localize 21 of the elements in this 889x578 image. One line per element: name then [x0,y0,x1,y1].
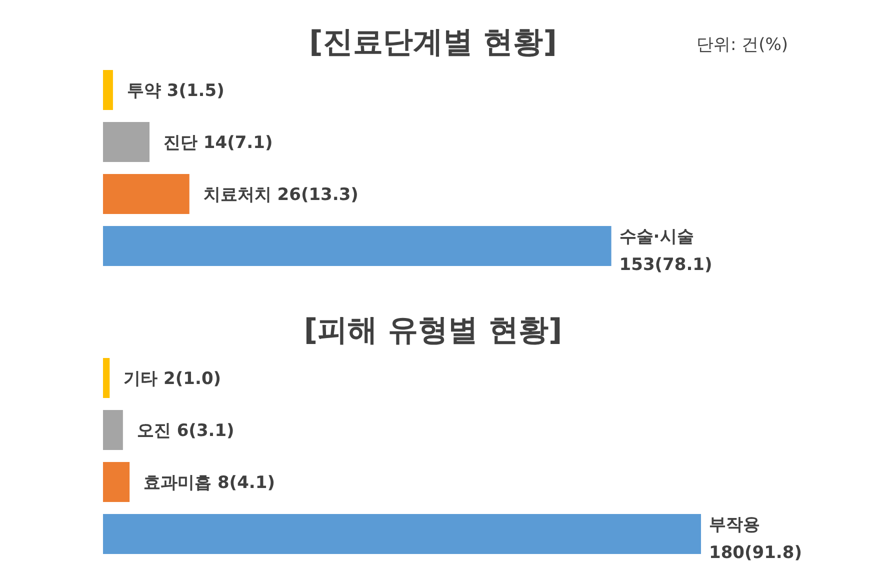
y-tick-label: 부작용 [709,515,760,535]
bar [103,462,130,502]
category-label: 효과미흡 8(4.1) [144,473,275,493]
bar [103,410,123,450]
y-tick-label: 수술·시술 [619,227,694,247]
category-label: 오진 6(3.1) [136,421,234,441]
bar [103,514,701,554]
bar [103,122,150,162]
bar [103,226,612,266]
category-label: 기타 2(1.0) [124,369,222,389]
bar [103,358,110,398]
text: 단위: 건(%) [696,35,788,55]
category-label: 진단 14(7.1) [164,133,273,153]
category-label: 투약 3(1.5) [126,81,224,101]
chart-title: [진료단계별 현황] [309,25,557,60]
bar [103,174,190,214]
data-label: 180(91.8) [709,543,802,563]
data-label: 153(78.1) [619,255,712,275]
category-label: 치료처치 26(13.3) [203,185,358,205]
bar [103,70,113,110]
chart-title: [피해 유형별 현황] [304,313,562,348]
